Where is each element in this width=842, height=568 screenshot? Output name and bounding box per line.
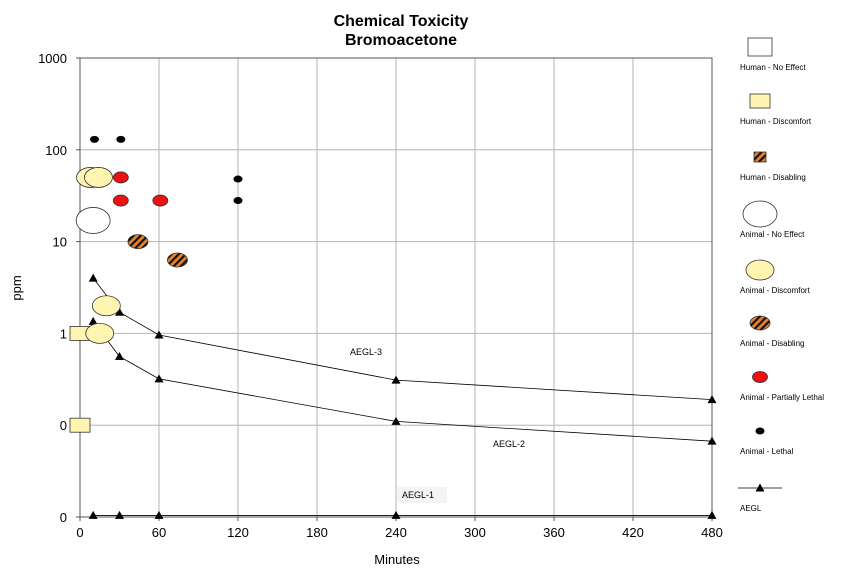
legend-striped-square-icon bbox=[753, 151, 767, 163]
legend-yellow-ellipse-icon bbox=[745, 259, 775, 281]
legend-item-aegl: AEGL bbox=[738, 483, 782, 513]
animal-disabling-point bbox=[167, 252, 188, 268]
legend-label: Human - Discomfort bbox=[740, 117, 812, 126]
animal-partially-lethal-point bbox=[112, 194, 129, 207]
legend-item-animal-no-effect: Animal - No Effect bbox=[740, 200, 805, 239]
legend-item-animal-partially-lethal: Animal - Partially Lethal bbox=[740, 371, 824, 402]
aegl-point bbox=[115, 510, 124, 519]
x-tick-label: 180 bbox=[306, 525, 328, 540]
legend-label: Animal - Partially Lethal bbox=[740, 393, 824, 402]
chart-subtitle: Bromoacetone bbox=[345, 32, 457, 49]
x-tick-label: 360 bbox=[543, 525, 565, 540]
aegl-point bbox=[88, 316, 98, 325]
aegl-3-label-box bbox=[345, 344, 391, 360]
y-tick-label: 0 bbox=[60, 510, 67, 525]
aegl-point bbox=[391, 510, 401, 519]
aegl-1-label-box bbox=[397, 487, 447, 503]
aegl-point bbox=[391, 375, 401, 384]
human-discomfort-point bbox=[69, 417, 91, 433]
x-axis-label: Minutes bbox=[374, 552, 420, 567]
legend-label: Animal - Discomfort bbox=[740, 286, 811, 295]
legend-black-dot-icon bbox=[755, 427, 765, 435]
y-tick-label: 100 bbox=[45, 143, 67, 158]
legend-item-human-discomfort: Human - Discomfort bbox=[740, 93, 812, 126]
y-tick-label: 0 bbox=[60, 418, 67, 433]
y-tick-label: 1000 bbox=[38, 51, 67, 66]
aegl-point bbox=[707, 436, 717, 445]
legend-open-square-icon bbox=[747, 37, 773, 57]
y-tick-label: 1 bbox=[60, 326, 67, 341]
animal-discomfort-point bbox=[91, 295, 121, 317]
grid-lines bbox=[79, 57, 713, 518]
animal-lethal-point bbox=[233, 175, 243, 183]
y-tick-label: 10 bbox=[53, 235, 67, 250]
x-tick-label: 0 bbox=[76, 525, 83, 540]
aegl-point bbox=[391, 416, 401, 425]
legend-item-human-disabling: Human - Disabling bbox=[740, 151, 806, 182]
animal-disabling-point bbox=[127, 234, 149, 250]
legend-label: Human - No Effect bbox=[740, 63, 806, 72]
x-tick-label: 240 bbox=[385, 525, 407, 540]
aegl-point bbox=[88, 273, 98, 282]
series-line-aegl-2 bbox=[92, 321, 713, 442]
aegl-point bbox=[707, 510, 717, 519]
legend-item-animal-lethal: Animal - Lethal bbox=[740, 427, 794, 456]
aegl-point bbox=[154, 510, 164, 519]
legend-yellow-square-icon bbox=[749, 93, 771, 109]
aegl-point bbox=[154, 330, 164, 339]
animal-lethal-point bbox=[233, 197, 243, 205]
aegl-1-label: AEGL-1 bbox=[402, 490, 434, 500]
aegl-3-label: AEGL-3 bbox=[350, 347, 382, 357]
series-line-aegl-3 bbox=[92, 277, 713, 401]
legend: Human - No Effect Human - Discomfort Human… bbox=[738, 37, 824, 513]
animal-lethal-point bbox=[89, 135, 99, 143]
legend-label: Animal - Disabling bbox=[740, 339, 804, 348]
x-tick-label: 60 bbox=[152, 525, 166, 540]
legend-label: Animal - No Effect bbox=[740, 230, 805, 239]
animal-no-effect-point bbox=[75, 207, 111, 234]
legend-item-human-no-effect: Human - No Effect bbox=[740, 37, 806, 72]
animal-discomfort-point bbox=[84, 167, 113, 188]
data-points bbox=[69, 135, 243, 433]
x-axis-ticks: 0 60 120 180 240 300 360 420 480 bbox=[76, 517, 723, 540]
x-tick-label: 420 bbox=[622, 525, 644, 540]
aegl-lines bbox=[88, 273, 717, 519]
legend-label: Human - Disabling bbox=[740, 173, 806, 182]
x-tick-label: 120 bbox=[227, 525, 249, 540]
legend-red-ellipse-icon bbox=[752, 371, 768, 383]
aegl-point bbox=[154, 374, 164, 383]
aegl-point bbox=[707, 395, 717, 404]
legend-striped-ellipse-icon bbox=[749, 315, 771, 331]
animal-partially-lethal-point bbox=[152, 194, 169, 207]
legend-triangle-icon bbox=[755, 483, 765, 492]
x-tick-label: 480 bbox=[701, 525, 723, 540]
legend-item-animal-disabling: Animal - Disabling bbox=[740, 315, 804, 348]
aegl-2-label: AEGL-2 bbox=[493, 439, 525, 449]
legend-label: AEGL bbox=[740, 504, 762, 513]
aegl-point bbox=[115, 352, 124, 361]
legend-open-ellipse-icon bbox=[742, 200, 778, 228]
animal-lethal-point bbox=[116, 135, 126, 143]
y-axis-label: ppm bbox=[9, 275, 24, 300]
aegl-2-label-box bbox=[488, 436, 534, 452]
aegl-point bbox=[88, 510, 98, 519]
chart-title: Chemical Toxicity bbox=[334, 13, 469, 30]
legend-label: Animal - Lethal bbox=[740, 447, 794, 456]
legend-item-animal-discomfort: Animal - Discomfort bbox=[740, 259, 811, 295]
animal-partially-lethal-point bbox=[112, 171, 129, 184]
aegl-point bbox=[115, 307, 124, 316]
aegl-annotations: AEGL-3 AEGL-2 AEGL-1 bbox=[345, 344, 534, 503]
x-tick-label: 300 bbox=[464, 525, 486, 540]
animal-discomfort-point bbox=[85, 322, 115, 344]
